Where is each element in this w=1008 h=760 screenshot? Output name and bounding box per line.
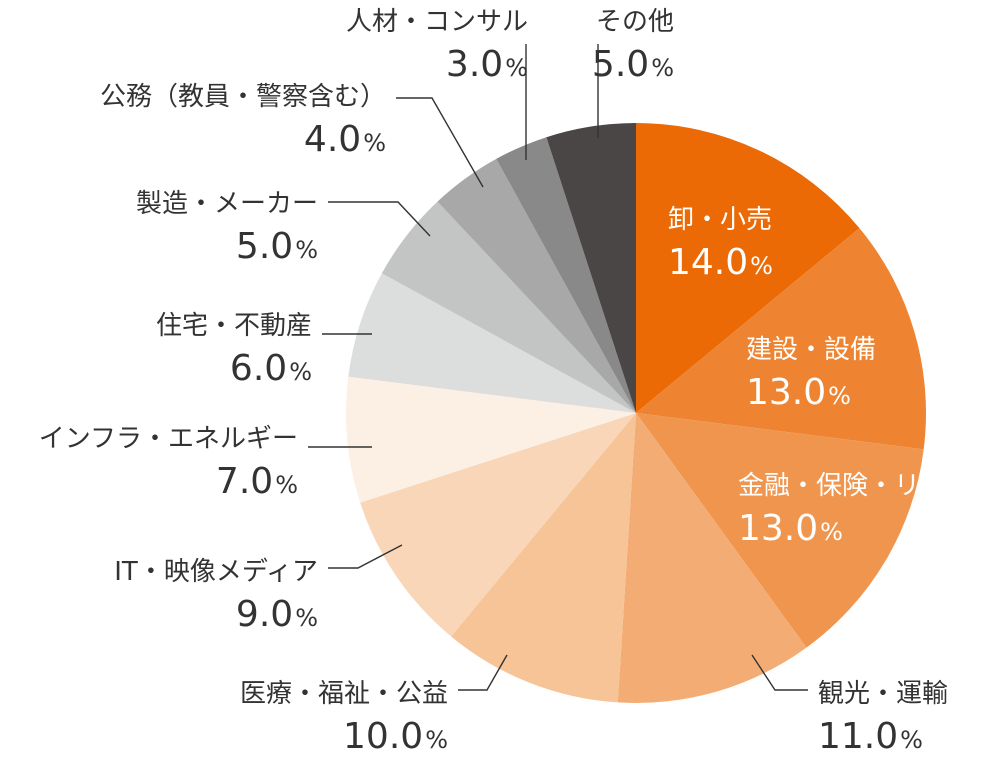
pie-slice: [546, 123, 636, 413]
pie-slice: [348, 273, 636, 413]
slice-value: 9.0%: [236, 594, 318, 635]
slice-value: 11.0%: [818, 716, 923, 757]
slice-label: 金融・保険・リース: [738, 471, 971, 501]
slice-value: 13.0%: [746, 372, 851, 413]
pie-slices: [346, 123, 926, 704]
slice-value: 6.0%: [230, 348, 312, 389]
slice-label: 人材・コンサル: [346, 7, 528, 37]
slice-value: 5.0%: [236, 226, 318, 267]
pie-slice: [451, 413, 636, 703]
pie-slice: [381, 201, 636, 413]
slice-label: 観光・運輸: [818, 679, 948, 709]
leader-line: [458, 654, 508, 691]
slice-value: 14.0%: [668, 242, 773, 283]
slice-label: その他: [596, 7, 674, 37]
leader-line: [328, 201, 431, 237]
slice-label: 建設・設備: [746, 335, 876, 365]
slice-value: 10.0%: [343, 716, 448, 757]
pie-slice: [346, 376, 636, 503]
slice-label: 卸・小売: [668, 205, 772, 235]
slice-value: 4.0%: [304, 119, 386, 160]
slice-value: 13.0%: [738, 508, 843, 549]
slice-label: 医療・福祉・公益: [240, 679, 448, 709]
slice-label: 公務（教員・警察含む）: [100, 82, 386, 112]
pie-slice: [360, 413, 636, 637]
slice-value: 5.0%: [592, 44, 674, 85]
leader-line: [328, 544, 403, 569]
slice-value: 3.0%: [446, 44, 528, 85]
slice-label: 住宅・不動産: [156, 311, 312, 341]
slice-label: IT・映像メディア: [114, 557, 318, 587]
leader-line: [751, 654, 808, 691]
slice-labels: 卸・小売 14.0% 建設・設備 13.0% 金融・保険・リース 13.0% 観光・運輸 11…: [39, 7, 971, 757]
leader-line: [396, 97, 484, 188]
slice-value: 7.0%: [216, 461, 298, 502]
pie-slice: [496, 137, 636, 413]
pie-slice: [636, 228, 926, 450]
pie-slice: [617, 413, 807, 704]
leader-lines: [308, 44, 808, 691]
pie-slice: [636, 413, 924, 648]
slice-label: 製造・メーカー: [136, 189, 318, 219]
slice-label: インフラ・エネルギー: [39, 424, 298, 454]
pie-slice: [636, 123, 860, 413]
pie-slice: [437, 158, 636, 413]
